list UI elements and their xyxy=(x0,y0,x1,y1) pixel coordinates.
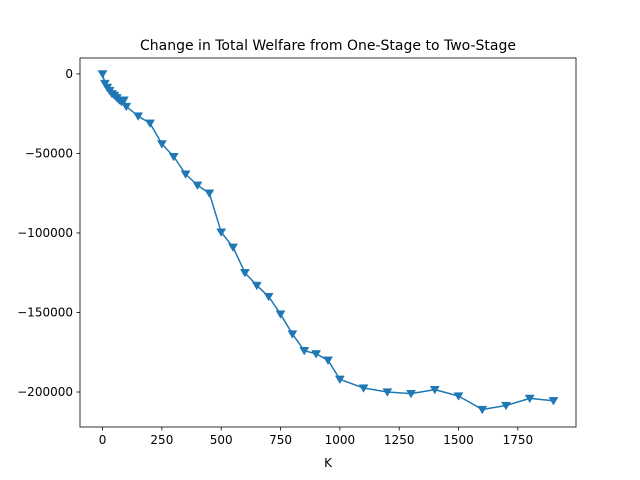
data-point-marker xyxy=(228,243,239,253)
y-tick-label: 0 xyxy=(65,67,73,81)
data-point-marker xyxy=(501,401,511,411)
data-point-marker xyxy=(429,385,440,395)
x-tick-label: 1250 xyxy=(384,433,415,447)
data-point-marker xyxy=(192,181,203,191)
data-point-marker xyxy=(299,347,310,356)
x-tick-label: 250 xyxy=(150,433,173,447)
x-tick-label: 1000 xyxy=(325,433,356,447)
data-point-marker xyxy=(323,356,333,365)
data-point-marker xyxy=(118,96,129,105)
data-point-marker xyxy=(251,281,262,291)
chart-title: Change in Total Welfare from One-Stage t… xyxy=(140,38,516,54)
data-point-marker xyxy=(240,269,250,278)
x-tick-label: 1500 xyxy=(443,433,474,447)
data-point-marker xyxy=(548,397,559,406)
y-tick-label: −150000 xyxy=(17,305,73,319)
data-point-marker xyxy=(133,112,144,121)
x-axis-label: K xyxy=(324,456,333,470)
data-point-marker xyxy=(145,119,155,128)
data-point-marker xyxy=(121,102,132,112)
y-tick-label: −100000 xyxy=(17,226,73,240)
data-point-marker xyxy=(156,140,167,149)
y-tick-label: −50000 xyxy=(25,146,73,160)
data-point-marker xyxy=(216,228,227,237)
data-point-marker xyxy=(334,375,345,385)
data-point-marker xyxy=(287,330,298,339)
data-point-marker xyxy=(358,384,369,393)
data-point-marker xyxy=(406,389,416,399)
data-point-marker xyxy=(204,189,215,198)
data-point-marker xyxy=(453,392,464,401)
plot-area: 0 250 500 750 1000 1250 1500 1750 0 −50000 −100000… xyxy=(17,57,577,447)
data-point-marker xyxy=(180,170,191,179)
data-point-marker xyxy=(382,388,393,397)
x-tick-label: 0 xyxy=(99,433,107,447)
data-point-marker xyxy=(168,152,179,162)
data-point-marker xyxy=(263,292,274,302)
data-point-marker xyxy=(97,70,108,79)
data-point-marker xyxy=(524,394,535,404)
data-point-marker xyxy=(275,310,286,319)
data-point-marker xyxy=(477,405,488,415)
y-tick-label: −200000 xyxy=(17,385,73,399)
axes-frame xyxy=(79,57,577,428)
x-tick-label: 750 xyxy=(269,433,292,447)
data-point-marker xyxy=(311,350,322,359)
x-tick-label: 500 xyxy=(210,433,233,447)
x-tick-label: 1750 xyxy=(503,433,534,447)
